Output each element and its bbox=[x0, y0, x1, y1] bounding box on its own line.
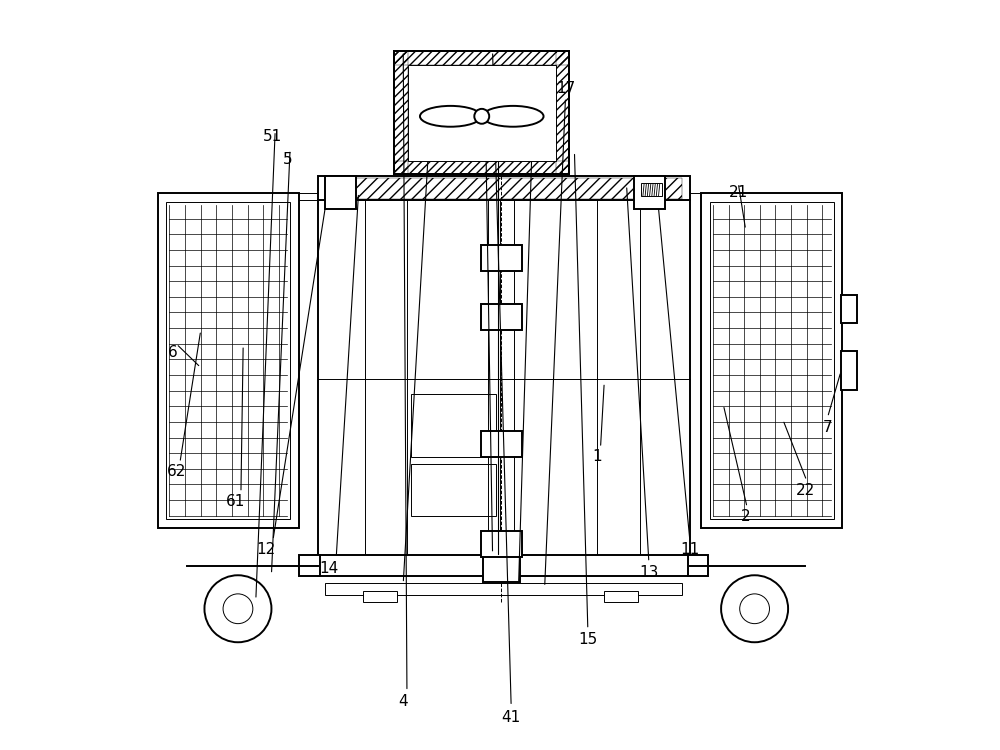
Bar bbox=[299, 555, 320, 576]
Bar bbox=[158, 193, 299, 527]
Text: 22: 22 bbox=[796, 483, 815, 498]
Bar bbox=[325, 584, 682, 595]
Bar bbox=[363, 591, 397, 602]
Bar bbox=[701, 193, 842, 527]
Text: 51: 51 bbox=[263, 129, 283, 144]
Text: 11: 11 bbox=[680, 542, 699, 557]
Bar bbox=[604, 591, 638, 602]
Bar bbox=[634, 176, 665, 209]
Bar bbox=[325, 178, 682, 199]
Text: 5: 5 bbox=[283, 152, 293, 166]
Text: 18: 18 bbox=[422, 81, 441, 96]
Bar bbox=[411, 464, 496, 517]
Bar bbox=[641, 183, 662, 196]
Bar bbox=[841, 295, 857, 323]
Bar bbox=[166, 202, 290, 519]
Text: 21: 21 bbox=[729, 185, 748, 200]
Bar bbox=[394, 160, 569, 174]
Circle shape bbox=[721, 575, 788, 642]
Ellipse shape bbox=[420, 106, 481, 127]
Text: 15: 15 bbox=[578, 632, 597, 646]
Bar bbox=[481, 531, 522, 557]
Bar bbox=[408, 64, 556, 160]
Bar bbox=[394, 51, 569, 174]
Bar bbox=[481, 304, 522, 330]
Bar bbox=[710, 202, 834, 519]
Bar bbox=[394, 51, 569, 64]
Bar bbox=[318, 200, 690, 557]
Text: 13: 13 bbox=[639, 565, 659, 580]
Bar bbox=[394, 51, 408, 174]
Text: 1: 1 bbox=[592, 449, 602, 464]
Bar bbox=[318, 555, 690, 576]
Text: 61: 61 bbox=[226, 494, 245, 509]
Bar bbox=[841, 351, 857, 390]
Text: 3: 3 bbox=[479, 81, 488, 96]
Bar bbox=[318, 176, 690, 200]
Text: 2: 2 bbox=[741, 509, 750, 524]
Text: 6: 6 bbox=[168, 345, 177, 360]
Bar bbox=[481, 430, 522, 457]
Bar bbox=[556, 51, 569, 174]
Ellipse shape bbox=[483, 106, 544, 127]
Text: 62: 62 bbox=[166, 464, 186, 479]
Bar bbox=[483, 552, 520, 582]
Bar bbox=[688, 555, 708, 576]
Text: 4: 4 bbox=[398, 694, 408, 709]
Text: 19: 19 bbox=[488, 81, 507, 96]
Circle shape bbox=[204, 575, 271, 642]
Text: 41: 41 bbox=[502, 710, 521, 725]
Bar bbox=[411, 394, 496, 457]
Text: 17: 17 bbox=[556, 81, 575, 96]
Circle shape bbox=[223, 594, 253, 624]
Bar bbox=[394, 51, 569, 174]
Bar bbox=[325, 176, 356, 209]
Text: 14: 14 bbox=[319, 561, 338, 576]
Circle shape bbox=[740, 594, 769, 624]
Text: 16: 16 bbox=[524, 81, 543, 96]
Text: 12: 12 bbox=[256, 542, 275, 557]
Text: 7: 7 bbox=[823, 419, 832, 434]
Bar bbox=[481, 244, 522, 271]
Circle shape bbox=[474, 109, 489, 124]
